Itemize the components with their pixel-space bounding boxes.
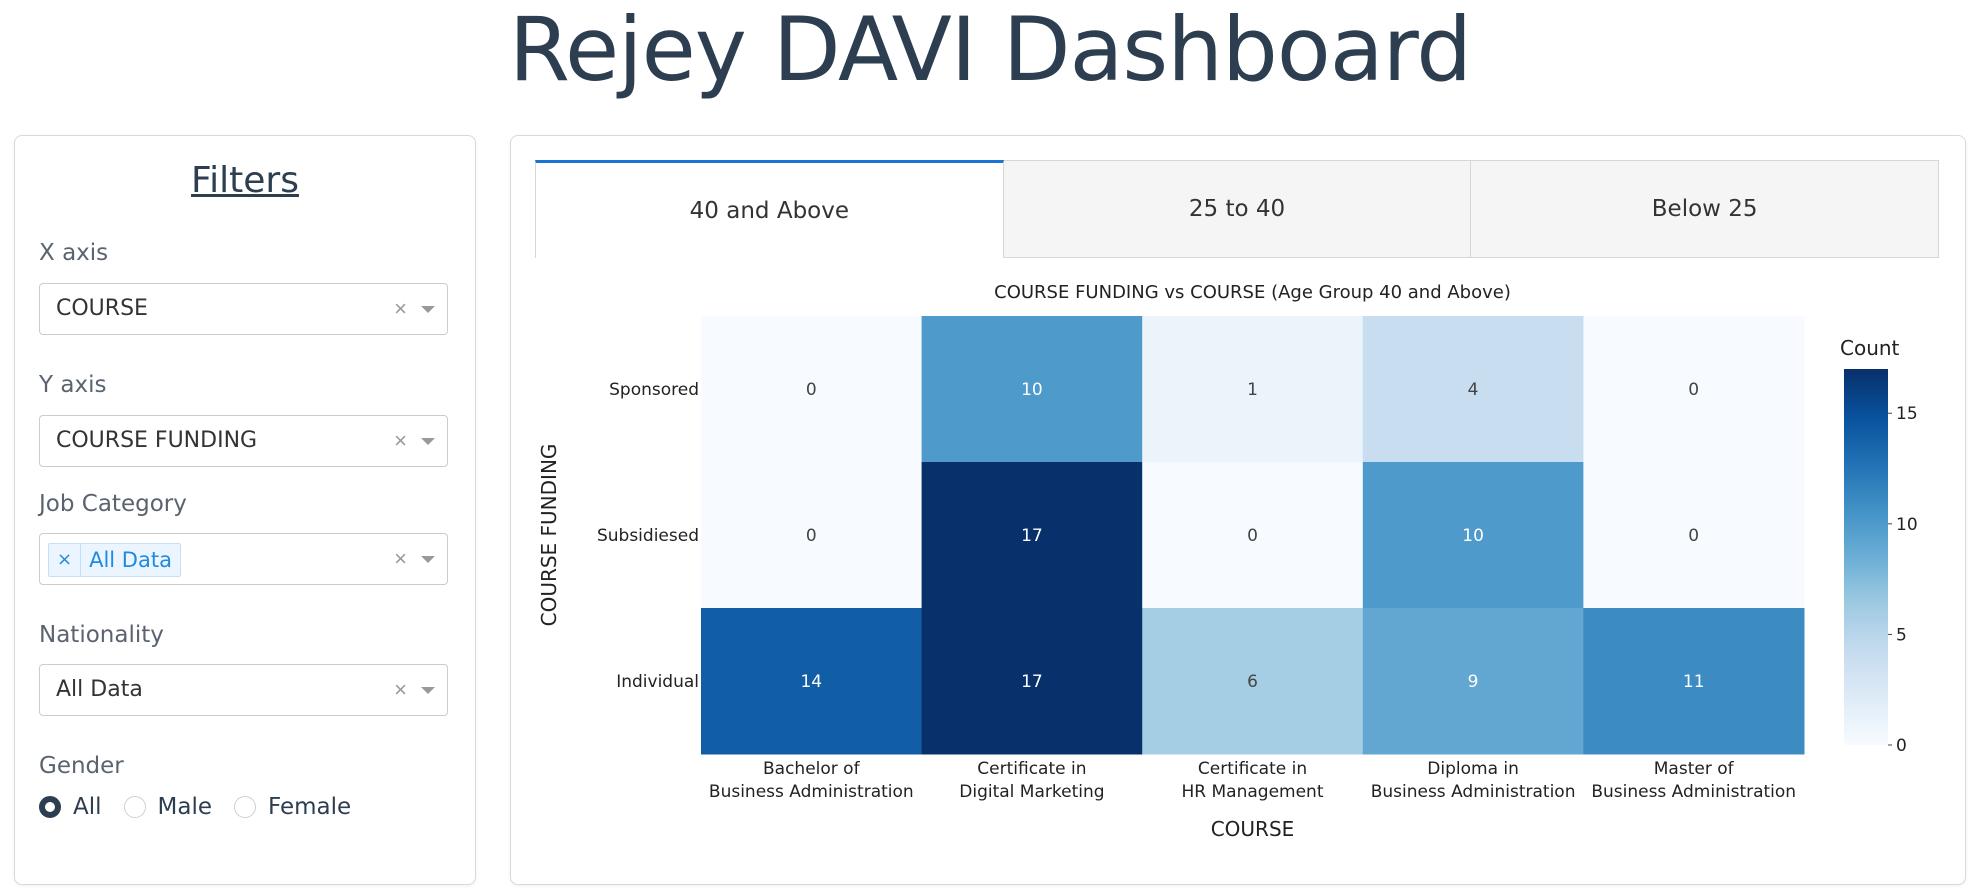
gender-radio-all[interactable]: All bbox=[39, 794, 102, 820]
heatmap-cell bbox=[1142, 316, 1364, 463]
colorbar-tick-label: 10 bbox=[1896, 515, 1918, 535]
heatmap-cell-label: 0 bbox=[806, 380, 817, 400]
gender-option-label: Female bbox=[268, 794, 352, 820]
x-tick-label: Business Administration bbox=[709, 782, 914, 802]
radio-selected-icon[interactable] bbox=[39, 796, 61, 818]
heatmap-cell-label: 9 bbox=[1468, 672, 1479, 692]
heatmap-cell-label: 11 bbox=[1683, 672, 1705, 692]
x-tick-label: Business Administration bbox=[1371, 782, 1576, 802]
nationality-value: All Data bbox=[56, 677, 143, 702]
x-tick-label: Business Administration bbox=[1591, 782, 1796, 802]
heatmap-cell bbox=[1142, 462, 1364, 609]
nationality-select[interactable]: All Data × bbox=[39, 664, 448, 716]
radio-unselected-icon[interactable] bbox=[123, 796, 146, 818]
heatmap-cell bbox=[1362, 608, 1584, 755]
heatmap-cell-label: 0 bbox=[1247, 526, 1258, 546]
heatmap-cell bbox=[1362, 316, 1584, 463]
x-tick-label: HR Management bbox=[1182, 782, 1324, 802]
colorbar-tick-label: 5 bbox=[1896, 625, 1907, 645]
chip-remove-icon[interactable]: × bbox=[49, 544, 82, 576]
x-tick-label: Certificate in bbox=[1198, 759, 1307, 779]
y-axis-value: COURSE FUNDING bbox=[56, 428, 258, 453]
y-axis-select[interactable]: COURSE FUNDING × bbox=[39, 415, 448, 467]
y-axis-title: COURSE FUNDING bbox=[537, 444, 561, 627]
heatmap-cell bbox=[701, 316, 923, 463]
heatmap-cell bbox=[701, 608, 923, 755]
y-tick-label: Subsidiesed bbox=[597, 526, 699, 546]
colorbar-title: Count bbox=[1840, 336, 1900, 360]
job-category-select[interactable]: × All Data × bbox=[39, 533, 448, 585]
y-tick-label: Sponsored bbox=[609, 380, 699, 400]
age-group-tabs: 40 and Above 25 to 40 Below 25 bbox=[535, 160, 1940, 258]
heatmap-cell bbox=[1362, 462, 1584, 609]
heatmap-cell-label: 17 bbox=[1021, 672, 1043, 692]
heatmap-cell-label: 17 bbox=[1021, 526, 1043, 546]
chevron-down-icon[interactable] bbox=[421, 306, 435, 313]
tab-25-to-40[interactable]: 25 to 40 bbox=[1003, 160, 1472, 258]
gender-radio-group: All Male Female bbox=[39, 794, 351, 820]
colorbar-tick-label: 15 bbox=[1896, 404, 1918, 424]
heatmap-cell bbox=[921, 608, 1143, 755]
tab-below-25[interactable]: Below 25 bbox=[1471, 160, 1940, 258]
heatmap-chart: COURSE FUNDING vs COURSE (Age Group 40 a… bbox=[537, 282, 1918, 841]
colorbar-tick-label: 0 bbox=[1896, 736, 1907, 756]
x-axis-select[interactable]: COURSE × bbox=[39, 283, 448, 335]
filters-panel: Filters X axis COURSE × Y axis COURSE FU… bbox=[14, 135, 476, 885]
heatmap-cell bbox=[921, 316, 1143, 463]
heatmap-cell-label: 1 bbox=[1247, 380, 1258, 400]
x-tick-label: Diploma in bbox=[1427, 759, 1519, 779]
job-category-clear-icon[interactable]: × bbox=[394, 546, 407, 571]
heatmap-cell-label: 4 bbox=[1468, 380, 1479, 400]
filters-title: Filters bbox=[191, 160, 299, 201]
colorbar bbox=[1844, 369, 1888, 745]
heatmap-cell bbox=[1583, 316, 1805, 463]
chevron-down-icon[interactable] bbox=[421, 556, 435, 563]
chart-title: COURSE FUNDING vs COURSE (Age Group 40 a… bbox=[994, 282, 1511, 303]
chip-label: All Data bbox=[89, 548, 172, 572]
gender-option-label: Male bbox=[157, 794, 212, 820]
x-axis-label: X axis bbox=[39, 240, 109, 266]
heatmap-cell-label: 14 bbox=[800, 672, 822, 692]
heatmap-cell bbox=[1583, 608, 1805, 755]
x-tick-label: Digital Marketing bbox=[959, 782, 1104, 802]
chevron-down-icon[interactable] bbox=[421, 687, 435, 694]
gender-radio-male[interactable]: Male bbox=[123, 794, 212, 820]
heatmap-cell bbox=[921, 462, 1143, 609]
heatmap-cell bbox=[1142, 608, 1364, 755]
nationality-label: Nationality bbox=[39, 622, 164, 648]
heatmap-cell-label: 0 bbox=[1688, 526, 1699, 546]
x-axis-title: COURSE bbox=[1211, 817, 1295, 841]
gender-label: Gender bbox=[39, 753, 124, 779]
x-tick-label: Bachelor of bbox=[763, 759, 861, 779]
radio-unselected-icon[interactable] bbox=[234, 796, 256, 818]
y-tick-label: Individual bbox=[616, 672, 699, 692]
heatmap-cell bbox=[701, 462, 923, 609]
page-title: Rejey DAVI Dashboard bbox=[508, 0, 1472, 101]
x-tick-label: Certificate in bbox=[977, 759, 1086, 779]
nationality-clear-icon[interactable]: × bbox=[394, 677, 407, 702]
heatmap-cell-label: 6 bbox=[1247, 672, 1258, 692]
y-axis-clear-icon[interactable]: × bbox=[394, 428, 407, 453]
x-axis-clear-icon[interactable]: × bbox=[394, 296, 407, 321]
x-tick-label: Master of bbox=[1654, 759, 1735, 779]
heatmap-cell bbox=[1583, 462, 1805, 609]
job-category-label: Job Category bbox=[39, 491, 187, 517]
x-axis-value: COURSE bbox=[56, 296, 148, 321]
job-category-chip: × All Data bbox=[48, 543, 181, 577]
gender-radio-female[interactable]: Female bbox=[234, 794, 351, 820]
y-axis-label: Y axis bbox=[39, 372, 107, 398]
gender-option-label: All bbox=[73, 794, 102, 820]
heatmap-cell-label: 10 bbox=[1021, 380, 1043, 400]
heatmap-cell-label: 10 bbox=[1462, 526, 1484, 546]
chart-panel: 40 and Above 25 to 40 Below 25 COURSE FU… bbox=[510, 135, 1966, 885]
tab-40-and-above[interactable]: 40 and Above bbox=[535, 160, 1004, 258]
chevron-down-icon[interactable] bbox=[421, 438, 435, 445]
heatmap-cell-label: 0 bbox=[806, 526, 817, 546]
heatmap-cell-label: 0 bbox=[1688, 380, 1699, 400]
